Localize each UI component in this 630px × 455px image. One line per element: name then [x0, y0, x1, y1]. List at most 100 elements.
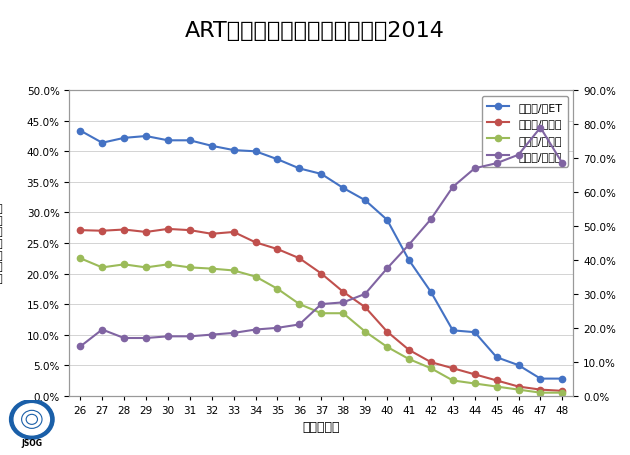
流産率/総妊娠	[471, 166, 478, 172]
妊娠率/総ET	[427, 289, 435, 295]
妊娠率/総治療	[449, 366, 457, 371]
妊娠率/総ET	[273, 157, 281, 162]
生産率/総治療	[515, 387, 522, 393]
妊娠率/総ET	[120, 136, 128, 142]
X-axis label: 年齢（歳）: 年齢（歳）	[302, 420, 340, 433]
妊娠率/総ET	[405, 258, 413, 263]
流産率/総妊娠	[493, 161, 500, 167]
妊娠率/総ET	[537, 376, 544, 381]
流産率/総妊娠	[252, 327, 260, 333]
生産率/総治療	[98, 265, 106, 271]
生産率/総治療	[405, 357, 413, 362]
生産率/総治療	[318, 311, 325, 316]
流産率/総妊娠	[383, 266, 391, 272]
生産率/総治療	[120, 262, 128, 268]
妊娠率/総ET	[493, 355, 500, 360]
流産率/総妊娠	[76, 344, 84, 349]
妊娠率/総治療	[537, 387, 544, 393]
妊娠率/総ET	[449, 328, 457, 334]
妊娠率/総ET	[318, 172, 325, 177]
生産率/総治療	[208, 266, 215, 272]
妊娠率/総治療	[493, 378, 500, 383]
生産率/総治療	[186, 265, 193, 271]
妊娠率/総治療	[427, 359, 435, 365]
妊娠率/総ET	[230, 148, 238, 153]
妊娠率/総ET	[559, 376, 566, 381]
生産率/総治療	[362, 329, 369, 334]
妊娠率/総治療	[230, 230, 238, 235]
妊娠率/総治療	[252, 240, 260, 246]
妊娠率/総ET	[208, 144, 215, 149]
流産率/総妊娠	[537, 126, 544, 131]
妊娠率/総ET	[471, 330, 478, 335]
妊娠率/総治療	[383, 329, 391, 334]
妊娠率/総ET	[340, 186, 347, 191]
流産率/総妊娠	[362, 292, 369, 297]
生産率/総治療	[559, 390, 566, 395]
流産率/総妊娠	[186, 334, 193, 339]
妊娠率/総治療	[362, 305, 369, 310]
Text: JSOG: JSOG	[21, 438, 42, 447]
妊娠率/総治療	[186, 228, 193, 233]
妊娠率/総治療	[208, 232, 215, 237]
妊娠率/総治療	[471, 372, 478, 377]
生産率/総治療	[383, 344, 391, 350]
妊娠率/総ET	[186, 138, 193, 144]
Legend: 妊娠率/総ET, 妊娠率/総治療, 生産率/総治療, 流産率/総妊娠: 妊娠率/総ET, 妊娠率/総治療, 生産率/総治療, 流産率/総妊娠	[481, 96, 568, 167]
流産率/総妊娠	[98, 327, 106, 333]
妊娠率/総治療	[515, 384, 522, 389]
Text: ART妊娠率・生産率・流産率　2014: ART妊娠率・生産率・流産率 2014	[185, 20, 445, 40]
生産率/総治療	[427, 366, 435, 371]
流産率/総妊娠	[318, 302, 325, 307]
流産率/総妊娠	[230, 330, 238, 336]
流産率/総妊娠	[340, 300, 347, 305]
妊娠率/総ET	[76, 128, 84, 134]
流産率/総妊娠	[405, 243, 413, 248]
流産率/総妊娠	[164, 334, 172, 339]
妊娠率/総ET	[383, 217, 391, 223]
生産率/総治療	[164, 262, 172, 268]
流産率/総妊娠	[559, 161, 566, 167]
Y-axis label: 妊
娠
率
・
生
産
率: 妊 娠 率 ・ 生 産 率	[0, 204, 2, 283]
流産率/総妊娠	[273, 325, 281, 331]
生産率/総治療	[252, 274, 260, 280]
流産率/総妊娠	[120, 335, 128, 341]
妊娠率/総治療	[98, 228, 106, 234]
妊娠率/総治療	[340, 289, 347, 295]
妊娠率/総治療	[559, 388, 566, 394]
妊娠率/総ET	[295, 167, 303, 172]
Line: 妊娠率/総ET: 妊娠率/総ET	[77, 128, 566, 382]
生産率/総治療	[471, 381, 478, 386]
流産率/総妊娠	[142, 335, 150, 341]
生産率/総治療	[537, 390, 544, 395]
生産率/総治療	[273, 287, 281, 292]
妊娠率/総ET	[142, 134, 150, 140]
妊娠率/総治療	[76, 228, 84, 233]
生産率/総治療	[493, 384, 500, 389]
妊娠率/総ET	[252, 149, 260, 155]
妊娠率/総ET	[362, 198, 369, 203]
生産率/総治療	[340, 311, 347, 316]
妊娠率/総治療	[318, 271, 325, 277]
Line: 流産率/総妊娠: 流産率/総妊娠	[77, 125, 566, 350]
流産率/総妊娠	[449, 185, 457, 190]
妊娠率/総治療	[164, 227, 172, 232]
妊娠率/総治療	[295, 256, 303, 261]
妊娠率/総治療	[120, 228, 128, 233]
流産率/総妊娠	[427, 217, 435, 222]
生産率/総治療	[230, 268, 238, 273]
生産率/総治療	[449, 378, 457, 383]
流産率/総妊娠	[208, 332, 215, 338]
妊娠率/総治療	[405, 348, 413, 353]
妊娠率/総治療	[273, 247, 281, 252]
Circle shape	[10, 400, 54, 439]
妊娠率/総ET	[98, 141, 106, 146]
生産率/総治療	[76, 256, 84, 261]
妊娠率/総治療	[142, 230, 150, 235]
流産率/総妊娠	[295, 322, 303, 328]
Circle shape	[14, 404, 49, 435]
生産率/総治療	[142, 265, 150, 271]
流産率/総妊娠	[515, 152, 522, 158]
妊娠率/総ET	[164, 138, 172, 144]
生産率/総治療	[295, 302, 303, 307]
